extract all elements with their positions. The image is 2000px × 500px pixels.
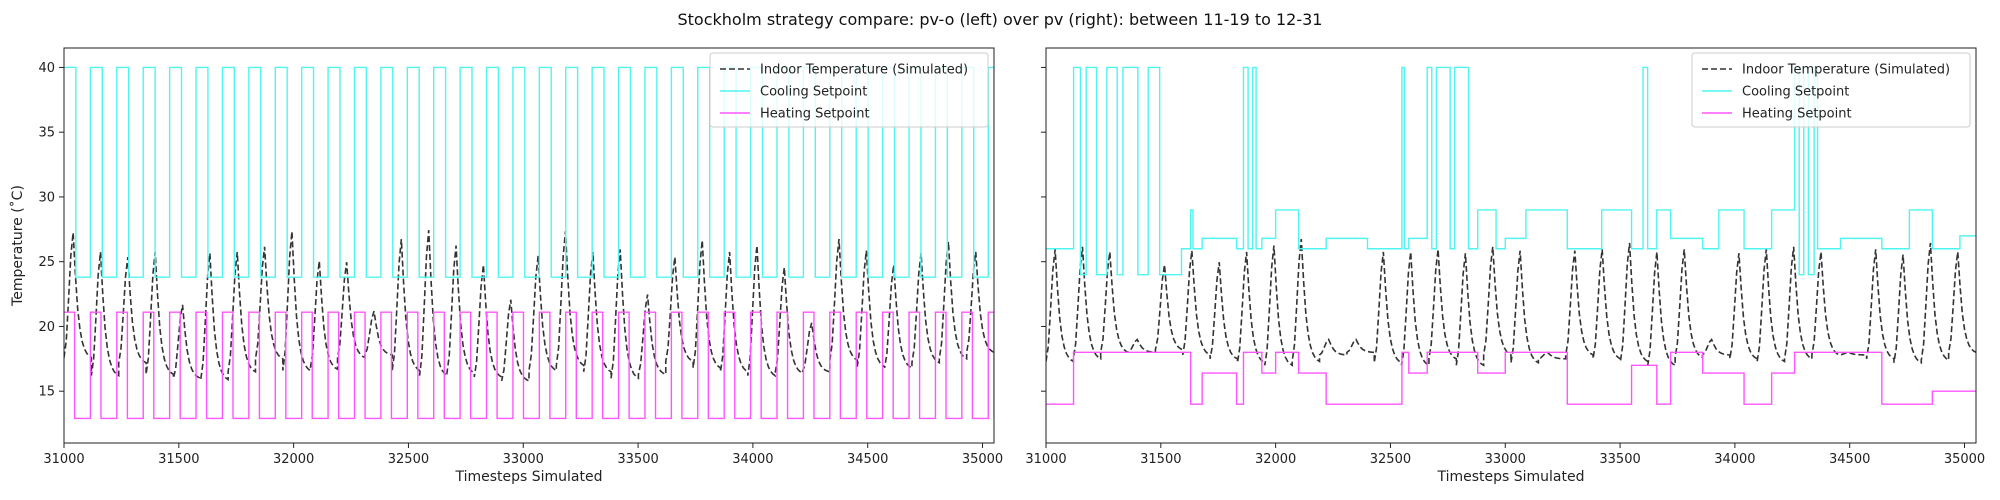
legend-label: Cooling Setpoint [760,85,867,100]
series-line-indoor-temperature-simulated- [64,230,994,383]
x-tick-label: 32000 [1255,452,1296,467]
x-tick-label: 34500 [1829,452,1870,467]
y-tick-label: 40 [38,61,55,76]
x-tick-label: 33500 [617,452,658,467]
series-group [64,66,994,420]
y-tick-label: 35 [38,126,55,141]
x-axis-label: Timesteps Simulated [454,469,602,485]
plot-frame [63,47,995,444]
series-line-cooling-setpoint [64,66,994,278]
y-axis-label: Temperature (˚C) [9,185,26,307]
series-line-heating-setpoint [64,311,994,420]
x-tick-label: 31000 [1025,452,1066,467]
legend-label: Indoor Temperature (Simulated) [760,63,968,78]
x-tick-label: 32500 [1370,452,1411,467]
left-panel: 31000 31500 32000 32500 33000 33500 34000 34500… [9,47,1003,485]
legend: Indoor Temperature (Simulated) Cooling Se… [1691,52,1971,128]
legend-box [1691,52,1971,128]
legend-label: Indoor Temperature (Simulated) [1742,63,1950,78]
series-line-heating-setpoint [1046,351,1976,405]
legend-box [709,52,989,128]
x-tick-label: 34000 [732,452,773,467]
x-tick-label: 31500 [158,452,199,467]
right-panel: 31000 31500 32000 32500 33000 33500 34000 34500… [1025,47,1985,485]
series-line-indoor-temperature-simulated- [1046,238,1976,367]
legend-label: Heating Setpoint [1742,107,1852,122]
x-tick-label: 32000 [273,452,314,467]
legend-label: Cooling Setpoint [1742,85,1849,100]
y-tick-label: 20 [38,320,55,335]
y-tick-label: 25 [38,255,55,270]
x-tick-label: 34000 [1714,452,1755,467]
y-tick-label: 30 [38,190,55,205]
legend: Indoor Temperature (Simulated) Cooling Se… [709,52,989,128]
x-tick-label: 31000 [43,452,84,467]
x-tick-label: 35000 [962,452,1003,467]
legend-label: Heating Setpoint [760,107,870,122]
x-tick-label: 33500 [1599,452,1640,467]
x-axis-label: Timesteps Simulated [1436,469,1584,485]
x-tick-label: 33000 [503,452,544,467]
plot-frame [1045,47,1977,444]
figure-title: Stockholm strategy compare: pv-o (left) … [678,10,1323,29]
x-tick-label: 35000 [1944,452,1985,467]
x-tick-label: 33000 [1485,452,1526,467]
x-tick-label: 31500 [1140,452,1181,467]
y-tick-label: 15 [38,385,55,400]
x-tick-label: 34500 [847,452,888,467]
x-tick-label: 32500 [388,452,429,467]
